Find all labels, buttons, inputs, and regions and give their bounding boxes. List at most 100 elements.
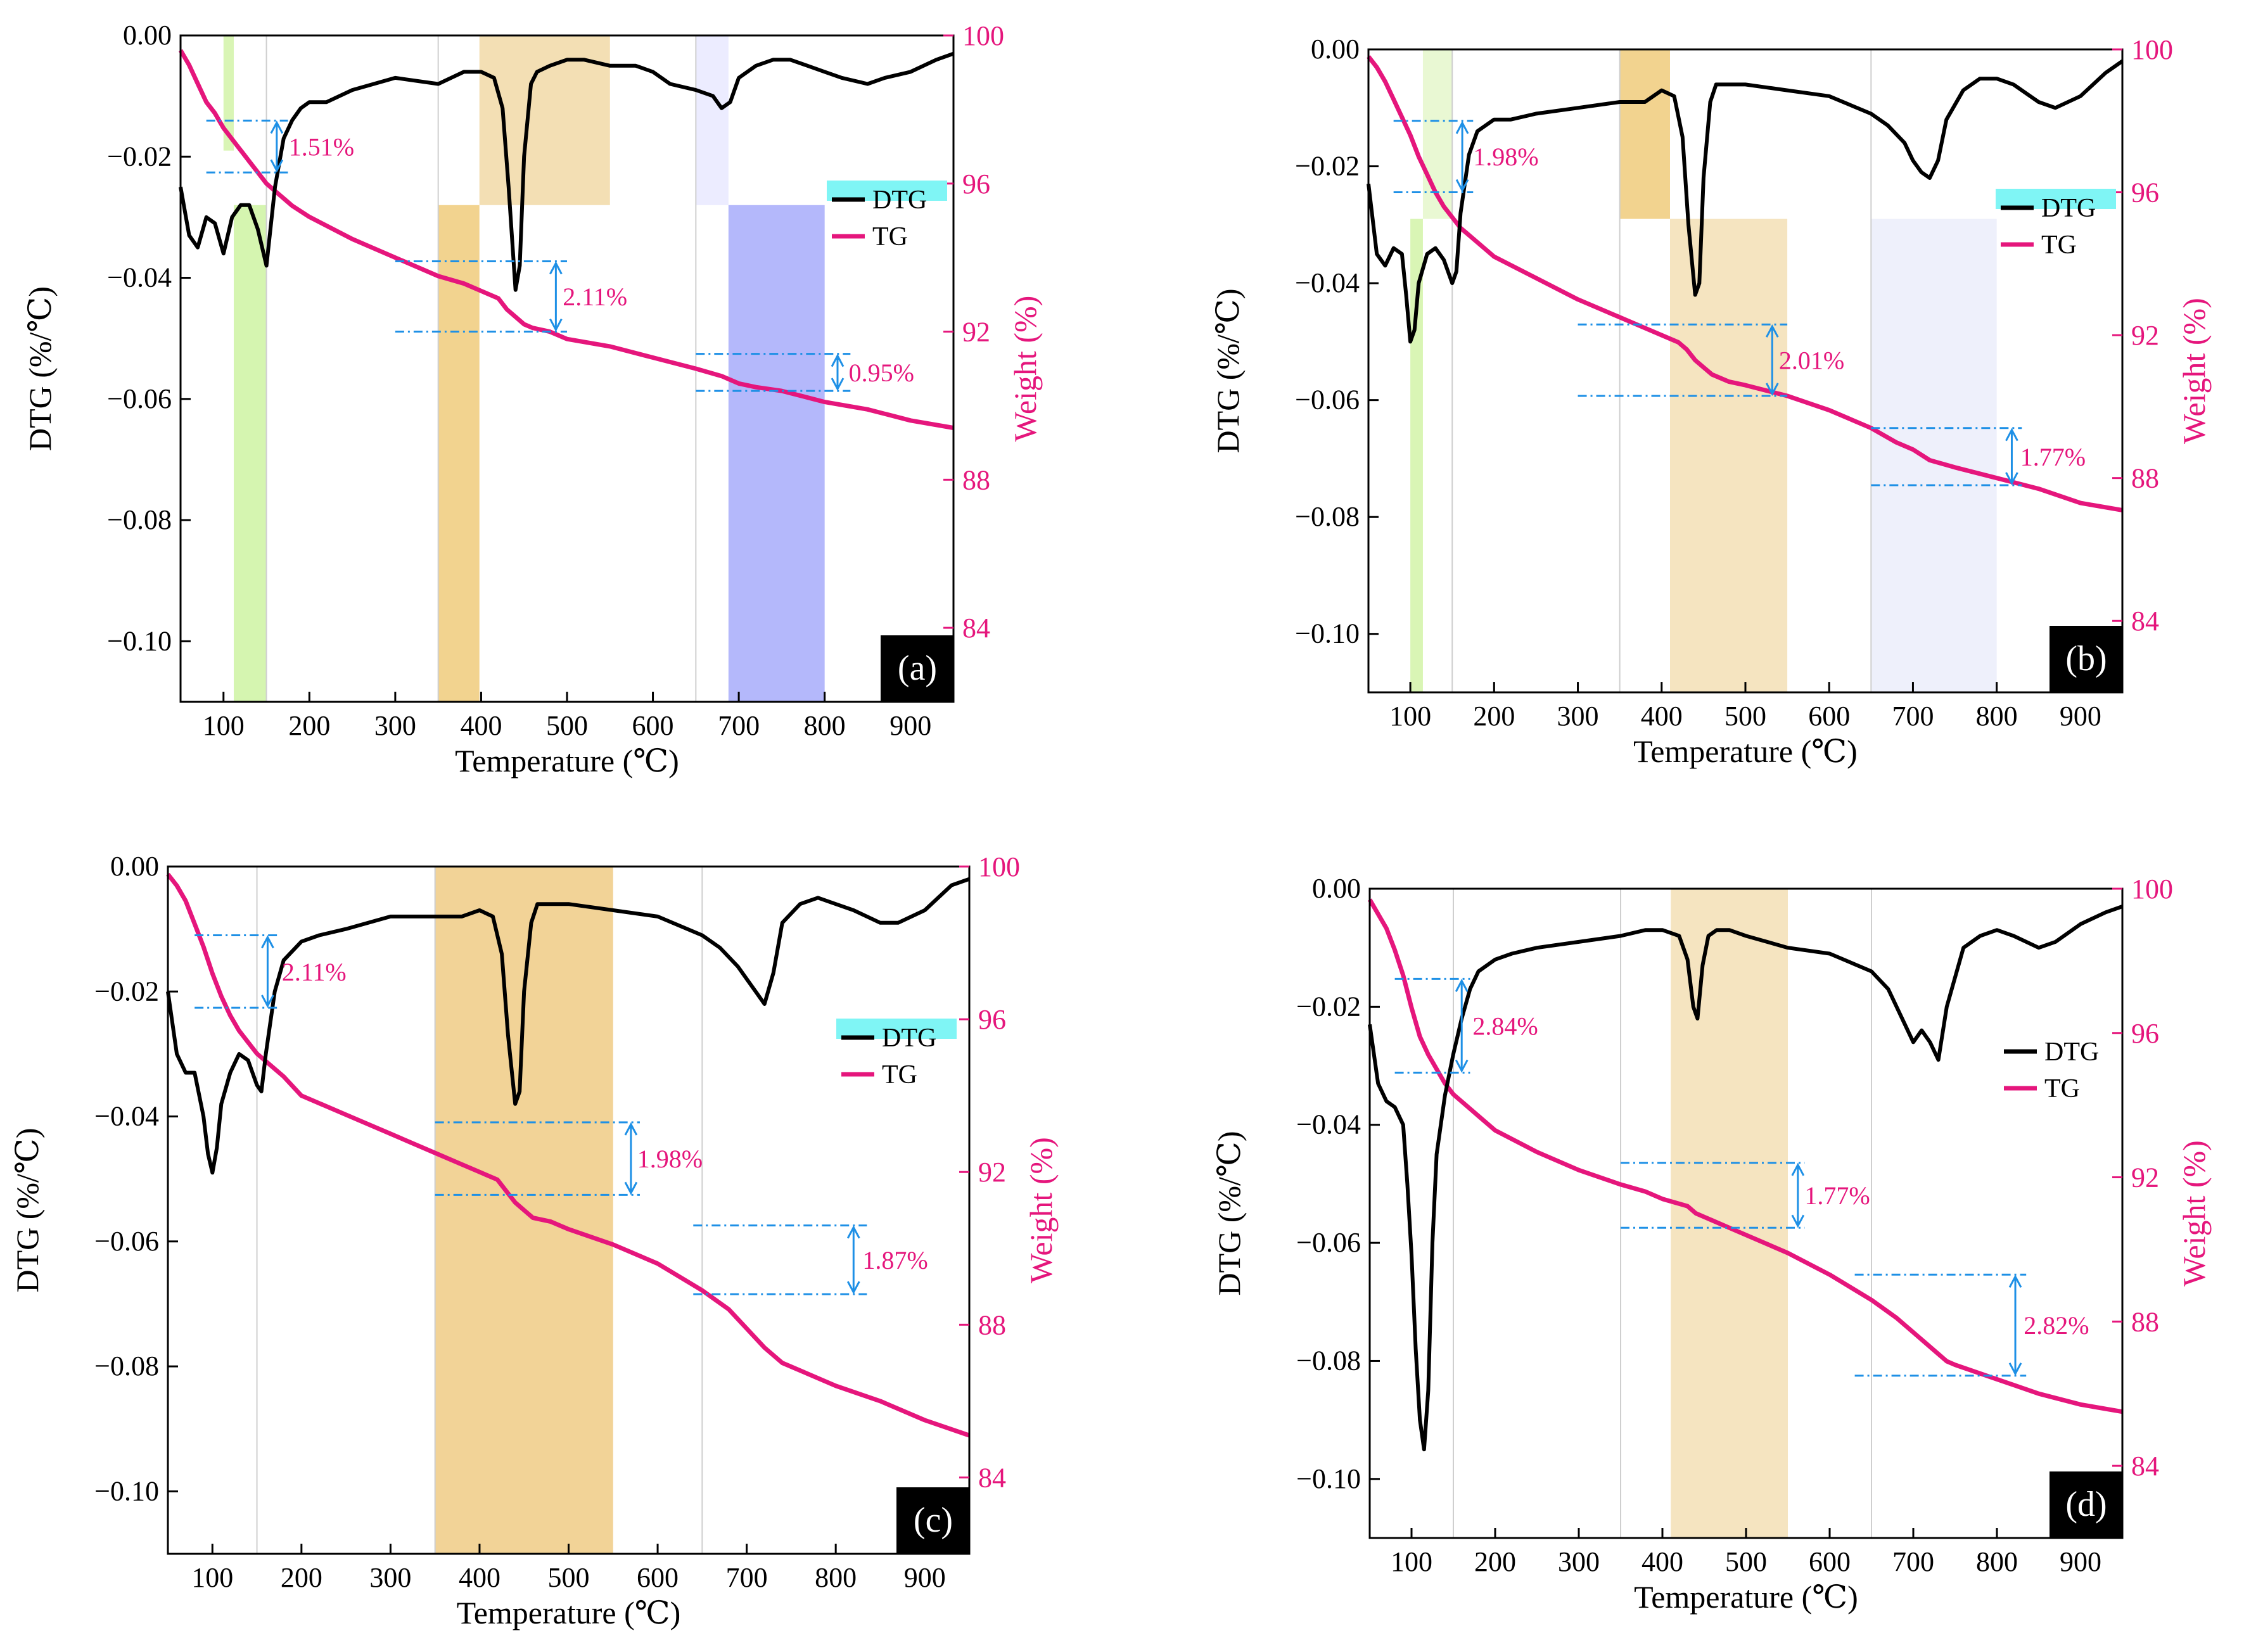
x-tick-label: 500 <box>546 710 588 741</box>
y2-tick-label: 100 <box>2131 34 2173 65</box>
x-tick-label: 100 <box>203 710 245 741</box>
y2-tick-label: 88 <box>2131 1306 2159 1337</box>
arrow-head-down <box>1765 383 1779 397</box>
arrow-head-down <box>270 159 284 173</box>
arrow-head-down <box>261 994 274 1008</box>
arrow-head-up <box>261 935 274 949</box>
arrow-head-down <box>2008 1363 2022 1376</box>
arrow-head-down <box>1455 179 1469 193</box>
y2-axis-title: Weight (%) <box>1023 1137 1059 1283</box>
y2-tick-label: 84 <box>978 1462 1006 1493</box>
y-tick-label: −0.10 <box>1296 1463 1361 1494</box>
y-tick-label: −0.06 <box>107 383 172 414</box>
tg-curve <box>166 872 971 1438</box>
x-tick-label: 400 <box>460 710 502 741</box>
x-tick-label: 800 <box>1976 701 2018 732</box>
legend-tg-label: TG <box>872 222 908 251</box>
y2-tick-label: 88 <box>2131 463 2159 494</box>
arrow-head-down <box>1791 1214 1805 1228</box>
x-tick-label: 700 <box>726 1562 768 1593</box>
shaded-band <box>223 35 234 151</box>
tg-curve <box>1367 55 2123 512</box>
panel-label: (d) <box>2065 1485 2107 1524</box>
arrow-head-up <box>624 1122 638 1136</box>
x-tick-label: 200 <box>1474 1546 1516 1577</box>
mass-loss-label: 1.77% <box>1804 1181 1870 1210</box>
arrow-head-up <box>2005 428 2018 442</box>
x-tick-label: 700 <box>1892 1546 1934 1577</box>
x-tick-label: 800 <box>804 710 846 741</box>
y2-axis-title: Weight (%) <box>1007 296 1043 442</box>
shaded-band <box>1422 49 1453 219</box>
y2-tick-label: 92 <box>2131 320 2159 351</box>
panel-label-badge <box>881 635 953 702</box>
mass-loss-label: 1.98% <box>637 1145 703 1173</box>
legend-dtg-label: DTG <box>2041 194 2096 223</box>
y-tick-label: −0.02 <box>1296 991 1361 1022</box>
shaded-band <box>1871 219 1997 692</box>
y2-tick-label: 92 <box>2131 1162 2159 1193</box>
arrow-head-up <box>549 261 563 275</box>
dtg-curve <box>1367 60 2124 344</box>
y-axis-title: DTG (%/℃) <box>22 286 58 451</box>
arrow-head-down <box>624 1181 638 1195</box>
x-axis-title: Temperature (℃) <box>455 743 679 778</box>
panel-label: (b) <box>2065 639 2107 678</box>
tg-curve <box>1367 898 2123 1414</box>
y-tick-label: −0.10 <box>107 625 172 656</box>
x-tick-label: 700 <box>718 710 760 741</box>
legend-dtg-label: DTG <box>2044 1038 2099 1067</box>
y-tick-label: −0.10 <box>94 1475 159 1506</box>
x-tick-label: 500 <box>548 1562 590 1593</box>
y2-tick-label: 88 <box>978 1309 1006 1340</box>
y2-tick-label: 88 <box>962 464 990 495</box>
arrow-head-down <box>846 1281 860 1295</box>
y-tick-label: −0.02 <box>94 975 159 1007</box>
arrow-head-down <box>2005 472 2018 486</box>
x-tick-label: 300 <box>369 1562 411 1593</box>
x-tick-label: 100 <box>191 1562 233 1593</box>
y2-tick-label: 96 <box>2131 177 2159 208</box>
x-tick-label: 300 <box>1557 701 1599 732</box>
y2-tick-label: 100 <box>2131 874 2173 905</box>
legend: DTG TG <box>2004 1038 2099 1103</box>
y2-tick-label: 92 <box>962 317 990 348</box>
x-axis-title: Temperature (℃) <box>1633 734 1858 769</box>
chart-panel-c: 2.11% 1.98% 1.87% 0.00 −0.02 −0.04 −0.06 −0.08 −… <box>10 851 1059 1630</box>
y-tick-label: 0.00 <box>123 20 172 51</box>
mass-loss-label: 1.98% <box>1473 143 1538 171</box>
x-tick-label: 900 <box>904 1562 946 1593</box>
x-tick-label: 200 <box>288 710 330 741</box>
arrow-head-down <box>1455 1059 1469 1073</box>
shaded-band <box>479 35 610 205</box>
x-tick-label: 400 <box>459 1562 500 1593</box>
y-tick-label: −0.08 <box>1295 501 1360 532</box>
x-tick-label: 600 <box>632 710 674 741</box>
x-tick-label: 100 <box>1391 1546 1432 1577</box>
y2-tick-label: 96 <box>962 168 990 200</box>
mass-loss-label: 2.11% <box>563 283 627 311</box>
legend-tg-label: TG <box>2044 1074 2080 1103</box>
y2-tick-label: 96 <box>2131 1018 2159 1049</box>
y2-tick-label: 84 <box>962 613 990 644</box>
shaded-band <box>234 205 267 702</box>
chart-panel-d: 2.84% 1.77% 2.82% 0.00 −0.02 −0.04 −0.06 −0.08 −… <box>1211 873 2212 1615</box>
y-tick-label: −0.06 <box>1296 1227 1361 1258</box>
y-tick-label: 0.00 <box>1311 34 1360 65</box>
arrow-head-down <box>549 318 563 332</box>
mass-loss-label: 2.01% <box>1779 346 1844 375</box>
x-tick-label: 400 <box>1641 701 1683 732</box>
mass-loss-label: 1.87% <box>862 1246 928 1274</box>
mass-loss-label: 2.82% <box>2024 1311 2089 1340</box>
dtg-curve <box>166 877 970 1175</box>
y-tick-label: −0.02 <box>107 141 172 172</box>
legend: DTG TG <box>827 181 947 251</box>
y2-tick-label: 100 <box>962 20 1004 51</box>
x-tick-label: 800 <box>815 1562 857 1593</box>
tg-curve <box>178 49 954 430</box>
shaded-band <box>1671 889 1788 1538</box>
arrow-head-up <box>1791 1162 1805 1176</box>
legend: DTG TG <box>1996 189 2116 260</box>
shaded-band <box>1670 219 1788 692</box>
y-tick-label: −0.06 <box>94 1226 159 1257</box>
